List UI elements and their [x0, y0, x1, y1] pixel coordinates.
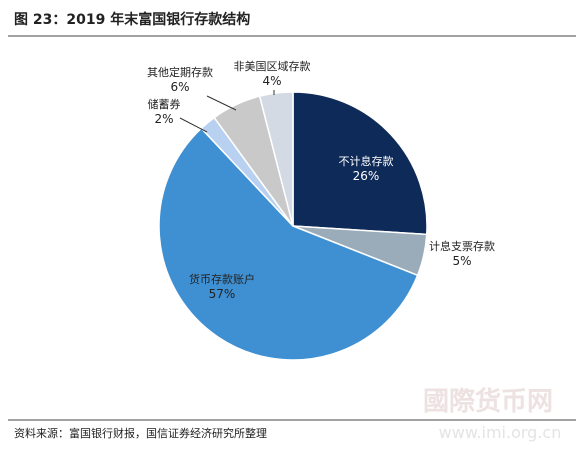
- leader-line: [179, 117, 208, 133]
- chart-title: 图 23：2019 年末富国银行存款结构: [14, 11, 250, 28]
- value-label: 5%: [452, 254, 471, 268]
- slice-label: 非美国区域存款: [234, 59, 311, 73]
- slice-label: 货币存款账户: [189, 272, 255, 286]
- slice-label: 计息支票存款: [429, 239, 495, 253]
- value-label: 2%: [154, 112, 173, 126]
- value-label: 4%: [262, 74, 281, 88]
- value-label: 57%: [209, 287, 236, 301]
- pie-slice: [258, 91, 294, 227]
- watermark: 國際货币网: [423, 386, 553, 417]
- slice-label: 储蓄券: [148, 97, 181, 111]
- value-label: 6%: [170, 80, 189, 94]
- value-label: 26%: [353, 169, 380, 183]
- source-note: 资料来源：富国银行财报，国信证券经济研究所整理: [14, 426, 267, 440]
- pie-slice: [292, 91, 428, 236]
- slice-label: 不计息存款: [339, 154, 394, 168]
- slice-label: 其他定期存款: [147, 65, 213, 79]
- watermark: www.imi.org.cn: [439, 423, 562, 442]
- leader-line: [206, 95, 237, 111]
- pie-slice: [158, 127, 419, 361]
